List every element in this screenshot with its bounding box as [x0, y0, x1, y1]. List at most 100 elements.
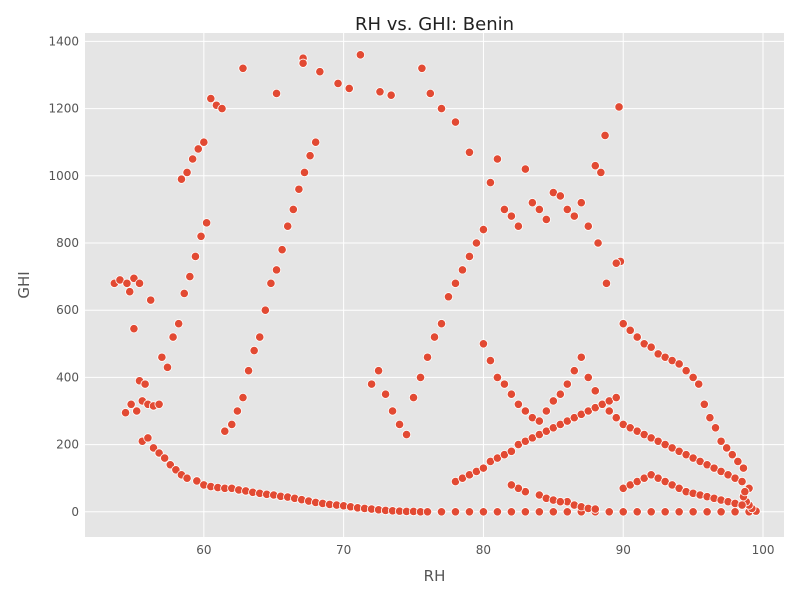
- data-point: [134, 278, 145, 288]
- data-point: [632, 507, 642, 517]
- data-point: [232, 406, 242, 416]
- data-point: [380, 389, 391, 399]
- data-point: [373, 366, 384, 376]
- data-point: [436, 319, 447, 329]
- data-point: [506, 446, 516, 456]
- data-point: [193, 144, 203, 154]
- data-point: [688, 507, 698, 517]
- data-point: [450, 507, 461, 517]
- data-point: [220, 426, 230, 436]
- data-point: [464, 507, 475, 517]
- data-point: [311, 137, 321, 147]
- data-point: [238, 392, 248, 403]
- data-point: [699, 399, 709, 409]
- data-point: [614, 102, 624, 112]
- data-point: [217, 104, 227, 114]
- x-tick-label: 100: [752, 543, 775, 557]
- data-point: [601, 278, 612, 288]
- data-point: [534, 507, 544, 517]
- data-point: [492, 507, 503, 517]
- data-point: [249, 345, 259, 356]
- data-point: [206, 93, 216, 104]
- data-point: [401, 429, 412, 440]
- data-point: [478, 339, 489, 349]
- data-point: [499, 204, 509, 214]
- data-point: [737, 500, 747, 510]
- data-point: [129, 324, 139, 334]
- data-point: [344, 83, 354, 94]
- y-tick-label: 600: [56, 303, 79, 317]
- data-point: [266, 278, 276, 288]
- y-tick-label: 800: [56, 236, 79, 250]
- data-point: [417, 63, 427, 73]
- data-point: [425, 88, 435, 99]
- data-point: [562, 204, 572, 214]
- y-tick-label: 0: [71, 505, 79, 519]
- data-point: [315, 67, 325, 77]
- data-point: [160, 453, 170, 463]
- data-point: [299, 167, 310, 178]
- y-tick-label: 1200: [48, 102, 79, 116]
- data-point: [513, 221, 523, 231]
- data-point: [555, 389, 565, 399]
- data-point: [705, 413, 715, 423]
- data-point: [716, 436, 726, 446]
- data-point: [604, 406, 614, 416]
- data-point: [162, 362, 173, 372]
- data-point: [436, 507, 447, 517]
- data-point: [738, 463, 749, 473]
- data-point: [132, 406, 142, 416]
- data-point: [298, 58, 308, 68]
- data-point: [576, 352, 586, 362]
- data-point: [146, 295, 156, 305]
- data-point: [555, 191, 565, 201]
- data-point: [548, 507, 558, 517]
- data-point: [506, 507, 516, 517]
- data-point: [185, 271, 195, 282]
- data-point: [618, 507, 628, 517]
- data-point: [355, 50, 366, 60]
- data-point: [478, 507, 489, 517]
- data-point: [271, 88, 282, 99]
- data-point: [415, 372, 426, 382]
- data-point: [366, 379, 377, 389]
- data-point: [534, 416, 544, 426]
- data-point: [660, 507, 670, 517]
- data-point: [520, 507, 530, 517]
- data-point: [143, 433, 153, 443]
- data-point: [611, 392, 621, 403]
- data-point: [375, 87, 385, 97]
- data-point: [492, 154, 503, 164]
- data-point: [174, 319, 184, 329]
- data-point: [485, 177, 496, 188]
- data-point: [562, 379, 572, 389]
- data-point: [168, 332, 178, 342]
- data-point: [562, 507, 572, 517]
- data-point: [387, 406, 398, 416]
- data-point: [702, 507, 712, 517]
- data-point: [527, 198, 537, 208]
- data-point: [576, 198, 586, 208]
- data-point: [271, 265, 282, 275]
- data-point: [596, 167, 606, 178]
- data-point: [674, 507, 684, 517]
- data-point: [386, 90, 396, 100]
- data-point: [625, 325, 635, 335]
- data-point: [199, 137, 209, 147]
- data-point: [294, 184, 304, 194]
- y-tick-label: 400: [56, 370, 79, 384]
- data-point: [176, 174, 187, 184]
- data-point: [478, 463, 489, 473]
- data-point: [492, 372, 503, 382]
- data-point: [179, 288, 189, 298]
- data-point: [541, 214, 551, 225]
- data-point: [737, 476, 747, 487]
- data-point: [583, 221, 593, 231]
- data-point: [646, 342, 656, 352]
- data-point: [541, 406, 551, 416]
- data-point: [740, 487, 750, 497]
- data-point: [604, 507, 614, 517]
- data-point: [436, 104, 447, 114]
- data-point: [611, 413, 621, 423]
